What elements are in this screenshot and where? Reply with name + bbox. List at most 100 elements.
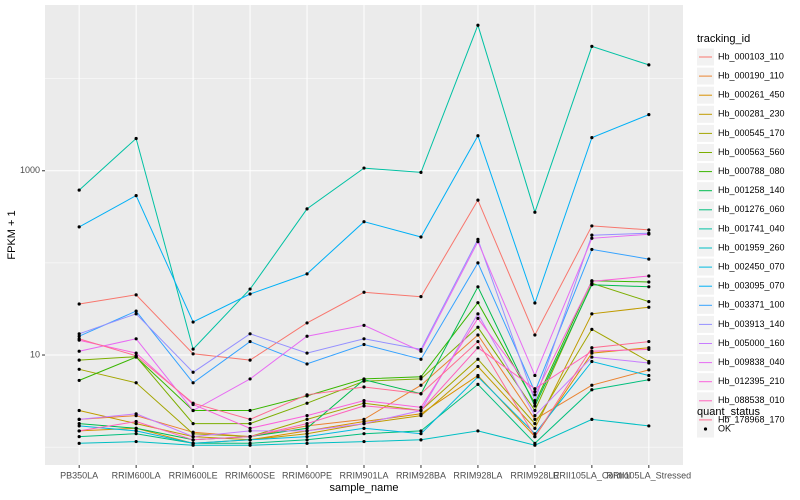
data-point (590, 359, 594, 364)
data-point (362, 385, 366, 389)
x-tick-label: RRIM928LA (453, 470, 502, 480)
data-point (248, 377, 252, 381)
legend-label: Hb_178968_170 (718, 414, 785, 424)
data-point (362, 337, 366, 341)
data-point (362, 378, 366, 382)
legend-label: Hb_000788_080 (718, 166, 785, 176)
data-point (647, 300, 651, 304)
x-tick-label: RRII105LA_Control (553, 470, 631, 480)
data-point (647, 373, 651, 378)
data-point (476, 301, 480, 305)
data-point (191, 438, 195, 442)
x-tick-label: RRII105LA_Stressed (607, 470, 692, 480)
data-point (248, 417, 252, 422)
data-point (647, 257, 651, 261)
data-point (305, 422, 309, 426)
legend-label: Hb_000261_450 (718, 90, 785, 100)
data-point (191, 370, 195, 374)
data-point (590, 383, 594, 387)
data-point (77, 424, 81, 428)
data-point (533, 443, 537, 447)
data-point (305, 413, 309, 418)
data-point (647, 361, 651, 365)
data-point (134, 351, 138, 355)
data-point (476, 316, 480, 320)
data-point (533, 373, 537, 378)
data-point (134, 381, 138, 385)
legend-label: Hb_012395_210 (718, 376, 785, 386)
data-point (134, 312, 138, 316)
data-point (248, 287, 252, 291)
data-point (191, 381, 195, 385)
x-tick-label: RRIM928LE (510, 470, 559, 480)
data-point (476, 346, 480, 350)
data-point (590, 346, 594, 350)
legend-label: Hb_003095_070 (718, 281, 785, 291)
data-point (134, 337, 138, 341)
data-point (305, 438, 309, 442)
data-point (419, 392, 423, 396)
legend-label: Hb_001276_060 (718, 204, 785, 214)
data-point (305, 441, 309, 445)
data-point (248, 438, 252, 442)
data-point (77, 422, 81, 426)
data-point (134, 412, 138, 416)
data-point (191, 435, 195, 439)
data-point (533, 413, 537, 418)
x-tick-label: RRIM600LE (169, 470, 218, 480)
data-point (77, 225, 81, 229)
data-point (647, 228, 651, 232)
data-point (476, 429, 480, 433)
data-point (134, 354, 138, 358)
legend-title: quant_status (697, 406, 760, 418)
data-point (533, 426, 537, 430)
data-point (134, 293, 138, 297)
data-point (533, 399, 537, 403)
data-point (191, 347, 195, 351)
data-point (647, 280, 651, 284)
data-point (419, 375, 423, 379)
data-point (647, 305, 651, 309)
data-point (533, 432, 537, 436)
data-point (305, 429, 309, 433)
data-point (77, 334, 81, 338)
data-point (533, 333, 537, 337)
data-point (362, 220, 366, 224)
data-point (305, 424, 309, 428)
data-point (134, 426, 138, 430)
data-point (647, 232, 651, 236)
legend-label: Hb_000281_230 (718, 109, 785, 119)
data-point (134, 439, 138, 444)
legend-label: Hb_001258_140 (718, 185, 785, 195)
data-point (476, 237, 480, 241)
data-point (191, 401, 195, 405)
data-point (419, 383, 423, 387)
data-point (191, 441, 195, 445)
data-point (362, 401, 366, 405)
data-point (77, 349, 81, 353)
data-point (476, 325, 480, 329)
data-point (305, 272, 309, 276)
data-point (248, 408, 252, 413)
data-point (248, 358, 252, 362)
data-point (590, 388, 594, 392)
legend-label: Hb_000563_560 (718, 147, 785, 157)
data-point (248, 443, 252, 447)
data-point (476, 333, 480, 337)
legend-label: Hb_000545_170 (718, 128, 785, 138)
data-point (419, 405, 423, 410)
data-point (533, 408, 537, 413)
data-point (419, 349, 423, 353)
data-point (476, 23, 480, 27)
data-point (419, 432, 423, 436)
data-point (77, 367, 81, 371)
data-point (533, 390, 537, 394)
data-point (134, 419, 138, 424)
data-point (362, 432, 366, 436)
data-point (476, 240, 480, 244)
data-point (533, 387, 537, 391)
data-point (77, 429, 81, 433)
data-point (191, 408, 195, 413)
data-point (590, 283, 594, 287)
data-point (476, 312, 480, 316)
